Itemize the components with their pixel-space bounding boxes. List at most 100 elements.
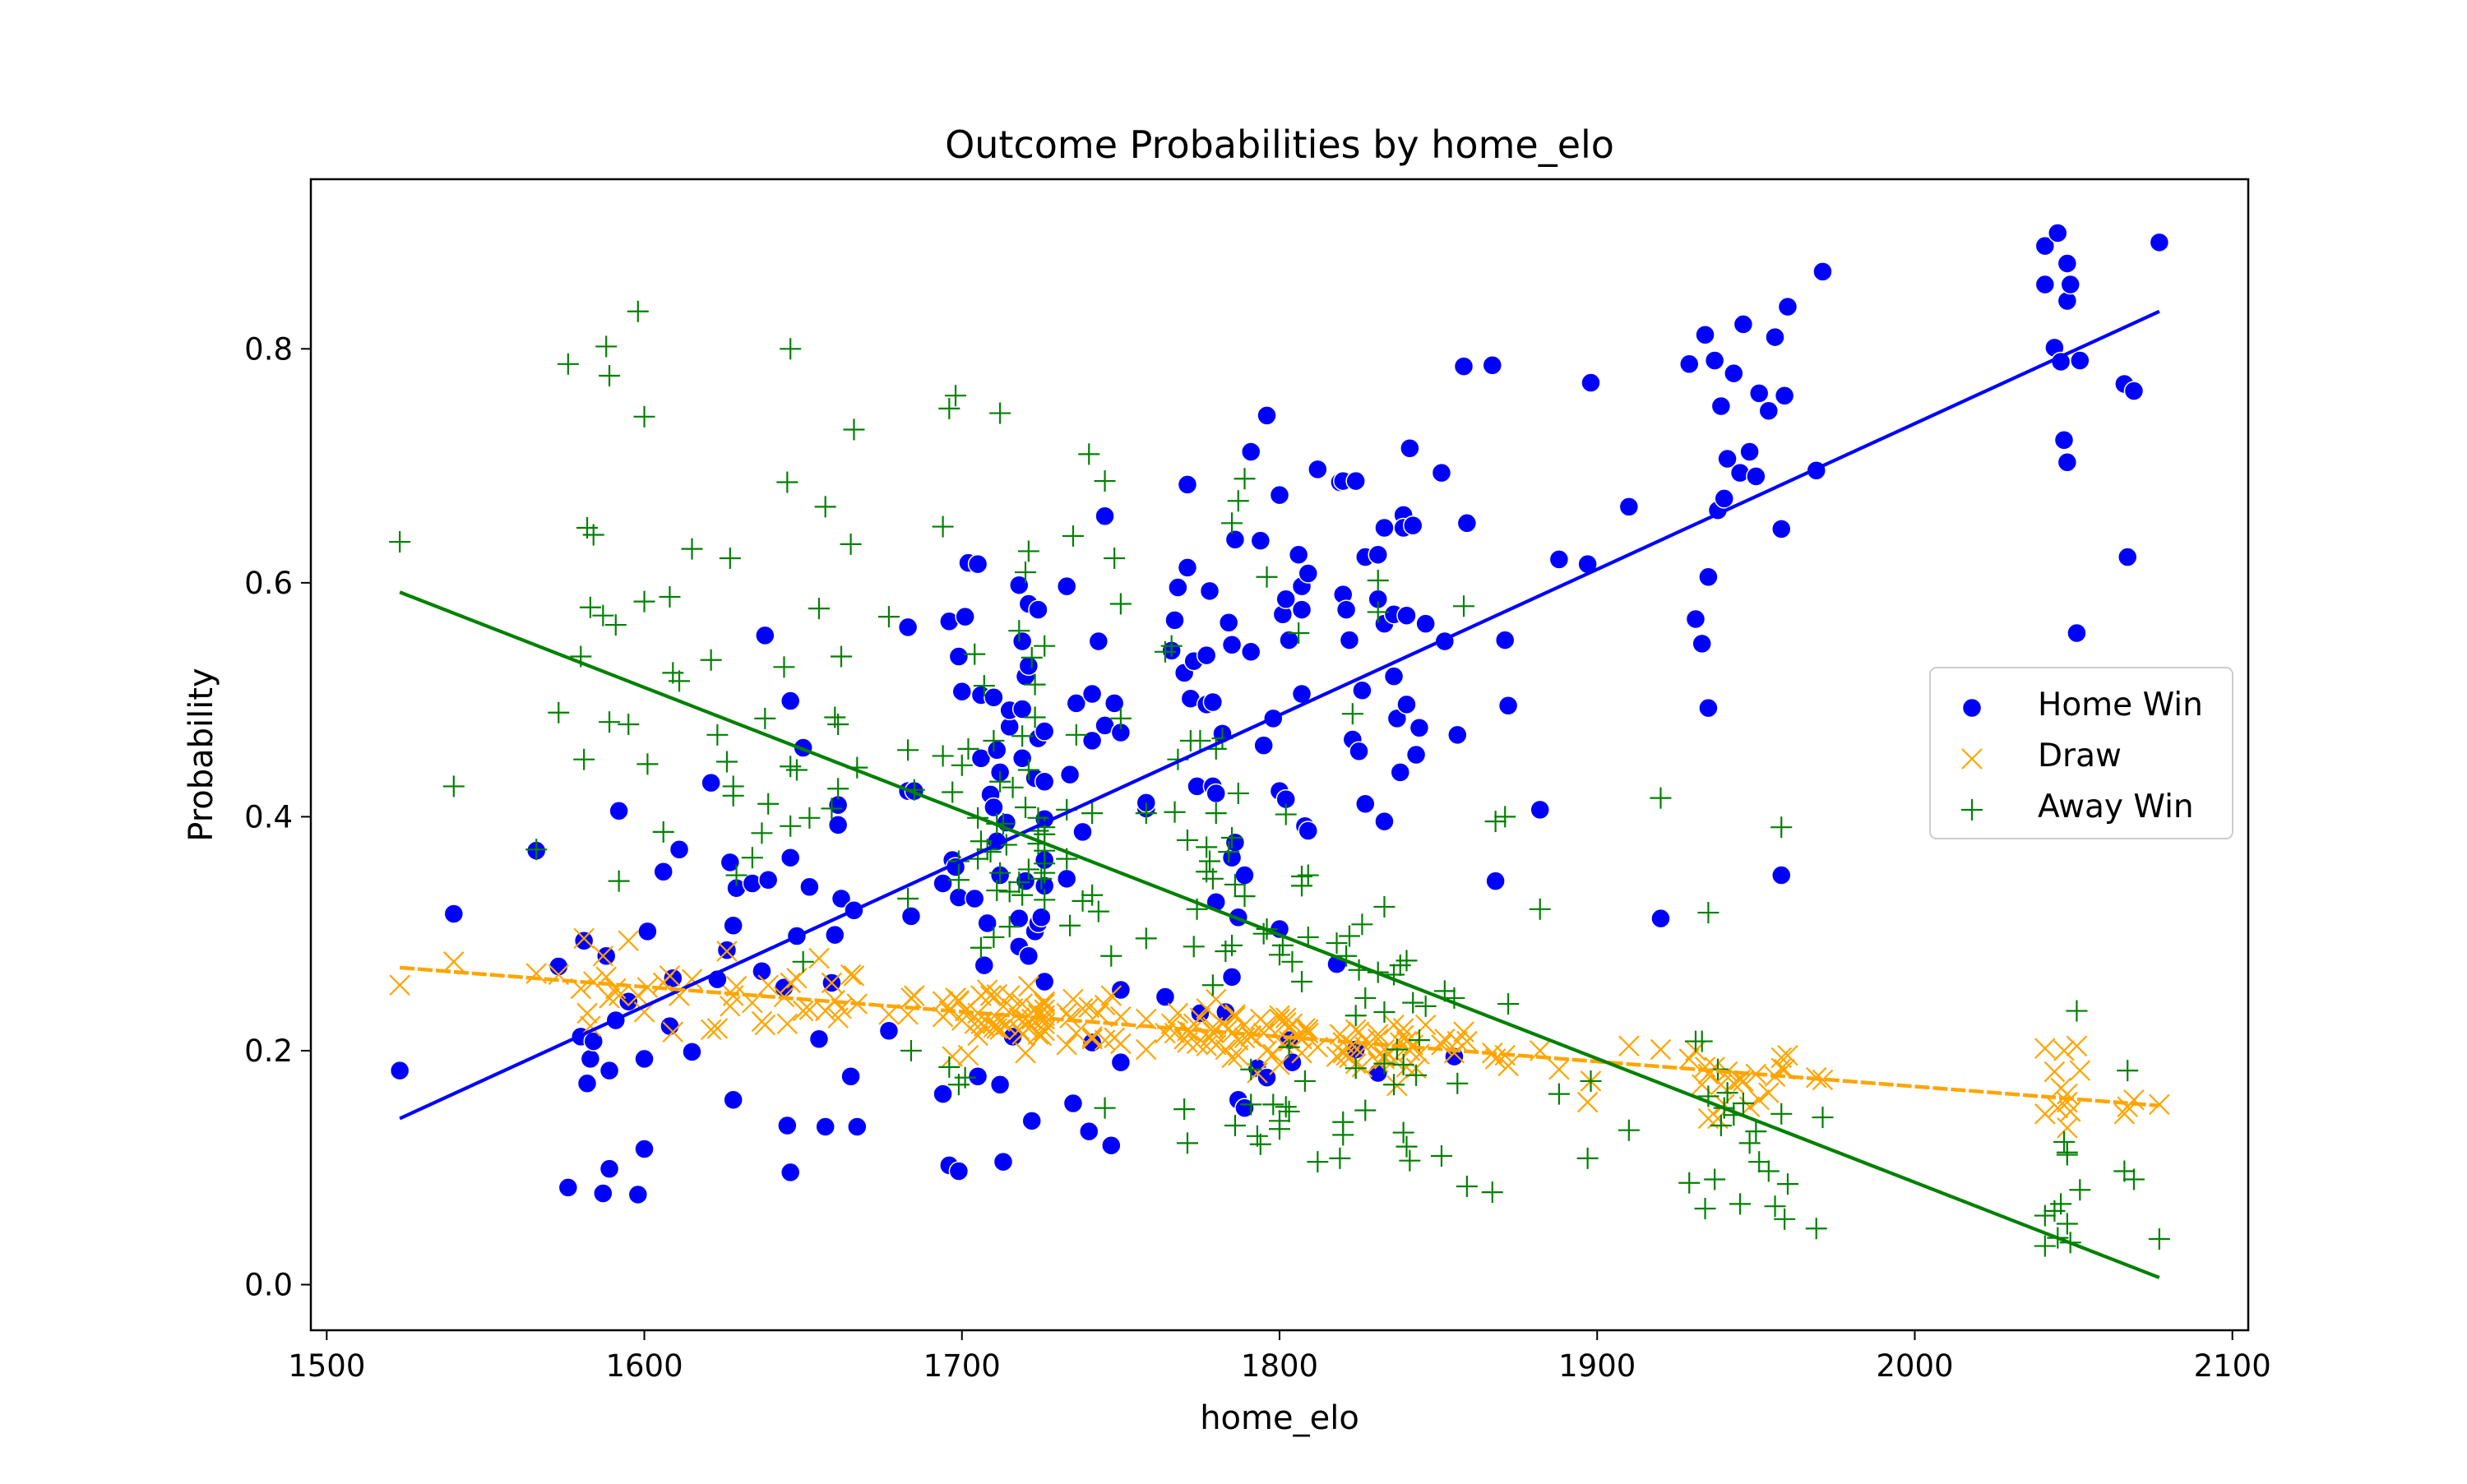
draw-point <box>389 974 410 996</box>
away-win-point <box>1189 729 1211 751</box>
home-win-point <box>1011 699 1033 719</box>
draw-point <box>1618 1035 1640 1057</box>
home-win-point <box>970 748 992 769</box>
home-win-point <box>1018 945 1039 966</box>
away-win-point <box>582 524 604 546</box>
away-win-point <box>706 724 729 746</box>
x-axis-ticks: 1500 1600 1700 1800 1900 2000 2100 <box>288 1330 2271 1384</box>
away-win-point <box>1199 850 1221 872</box>
home-win-point <box>1168 577 1188 598</box>
away-win-point <box>1024 673 1046 696</box>
home-win-point <box>1308 459 1328 480</box>
away-win-point <box>1430 1145 1452 1167</box>
away-win-point <box>579 596 601 618</box>
home-win-point <box>1224 529 1246 550</box>
home-win-point <box>1031 907 1052 928</box>
away-win-point <box>681 538 703 560</box>
home-win-point <box>1062 1093 1084 1114</box>
home-win-point <box>1298 563 1319 584</box>
home-win-point <box>2057 290 2078 312</box>
home-win-point <box>1253 735 1274 756</box>
away-win-point <box>1224 1115 1246 1137</box>
draw-point <box>618 930 640 951</box>
away-win-point <box>1011 884 1034 906</box>
away-win-point <box>442 775 465 797</box>
draw-point <box>967 1024 988 1047</box>
away-win-point <box>1367 601 1389 623</box>
away-win-point <box>1446 1072 1469 1094</box>
away-win-point <box>1373 1001 1395 1024</box>
home-win-point <box>660 1015 680 1037</box>
legend-marker <box>1961 697 1983 719</box>
home-win-point <box>2149 232 2170 253</box>
away-win-point <box>525 839 548 861</box>
home-win-point <box>815 1116 835 1137</box>
draw-point <box>662 1021 684 1042</box>
away-win-point <box>1326 932 1348 955</box>
draw-point <box>2069 1060 2091 1081</box>
draw-point <box>1367 1024 1389 1045</box>
draw-point <box>1059 1007 1081 1029</box>
away-win-point <box>1034 635 1056 657</box>
draw-point <box>576 1002 598 1024</box>
draw-point <box>1748 1089 1770 1111</box>
x-tick-label: 1900 <box>1558 1348 1636 1384</box>
draw-point <box>2113 1103 2136 1125</box>
draw-point <box>1088 1002 1109 1024</box>
home-win-point <box>1288 544 1309 565</box>
home-win-point <box>1164 610 1185 631</box>
away-win-point <box>1015 562 1037 584</box>
away-win-point <box>1024 706 1046 728</box>
home-win-point <box>1400 437 1420 459</box>
draw-point <box>1167 1002 1189 1024</box>
away-win-point <box>1011 725 1034 747</box>
home-win-point <box>933 873 953 894</box>
away-win-point <box>1548 1083 1570 1105</box>
away-win-point <box>1383 1074 1405 1096</box>
home-win-point <box>1739 442 1760 462</box>
draw-point <box>1100 985 1122 1006</box>
home-win-point <box>955 606 975 627</box>
draw-point <box>1136 1038 1157 1061</box>
home-win-point <box>580 1048 601 1070</box>
away-win-point <box>983 926 1005 948</box>
draw-point <box>1278 1018 1300 1039</box>
draw-point <box>989 1019 1011 1041</box>
away-win-point <box>1529 898 1551 920</box>
home-win-point <box>1009 575 1030 595</box>
home-win-point <box>1291 599 1312 620</box>
away-win-point <box>1221 512 1243 534</box>
y-tick-label: 0.2 <box>244 1033 293 1069</box>
home-win-point <box>653 862 673 882</box>
away-win-point <box>1240 1058 1262 1080</box>
home-win-point <box>1034 971 1055 992</box>
draw-point <box>573 927 595 950</box>
home-win-point <box>780 847 801 868</box>
away-win-point <box>897 888 919 909</box>
away-win-point <box>1015 797 1037 819</box>
home-win-point <box>1724 363 1744 384</box>
home-win-point <box>1345 470 1366 492</box>
home-win-point <box>1066 693 1087 714</box>
away-win-point <box>1034 823 1056 845</box>
legend-marker-away-win <box>1961 799 1983 821</box>
away-win-point <box>973 675 995 697</box>
away-win-point <box>1205 802 1227 825</box>
away-win-point <box>1291 971 1313 993</box>
draw-point <box>627 985 649 1006</box>
chart-title: Outcome Probabilities by home_elo <box>945 123 1614 167</box>
home-win-point <box>1079 1121 1099 1142</box>
away-win-point <box>1297 864 1319 886</box>
home-win-point <box>1530 799 1550 821</box>
away-win-point <box>1738 1132 1761 1154</box>
away-win-point <box>1218 841 1240 863</box>
away-win-point <box>1367 570 1389 592</box>
away-win-point <box>599 365 621 387</box>
home-win-point <box>2034 274 2056 295</box>
draw-point <box>780 972 801 994</box>
home-win-point <box>967 553 988 575</box>
home-win-point <box>1812 261 1833 282</box>
away-win-point <box>2122 1168 2145 1190</box>
away-win-point <box>618 714 640 736</box>
home-win-point <box>1485 871 1506 891</box>
